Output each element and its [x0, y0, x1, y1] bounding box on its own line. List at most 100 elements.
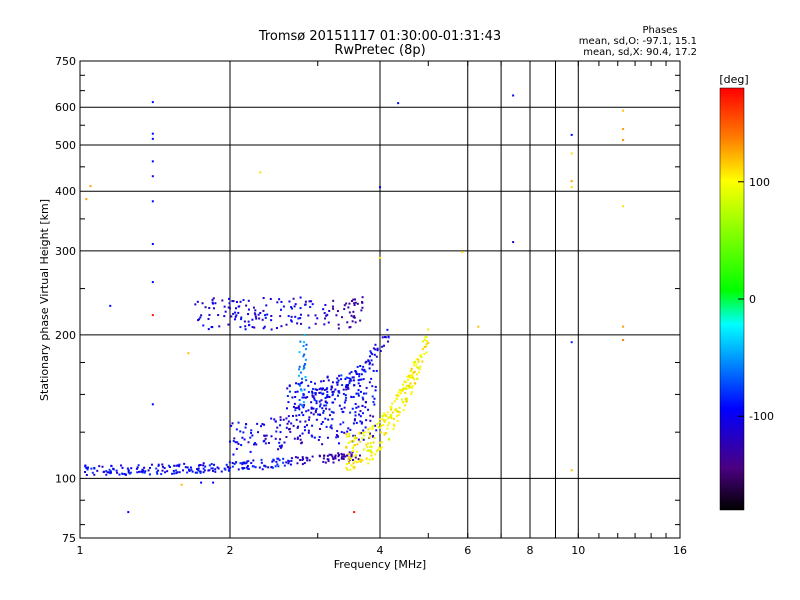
data-point	[324, 400, 327, 403]
data-point	[424, 336, 427, 339]
data-point	[299, 371, 302, 374]
data-point	[260, 458, 263, 461]
data-point	[367, 408, 370, 411]
data-point	[151, 175, 154, 178]
data-point	[345, 396, 348, 399]
data-point	[320, 422, 323, 425]
data-point	[286, 422, 289, 425]
data-point	[280, 300, 283, 303]
data-point	[310, 411, 313, 414]
data-point	[243, 320, 246, 323]
data-point	[374, 389, 377, 392]
data-point	[308, 300, 311, 303]
data-point	[297, 374, 300, 377]
data-point	[344, 378, 347, 381]
data-point	[252, 459, 255, 462]
data-point	[265, 434, 268, 437]
data-point	[402, 383, 405, 386]
data-point	[285, 436, 288, 439]
data-point	[298, 365, 301, 368]
data-point	[307, 384, 310, 387]
data-point	[241, 461, 244, 464]
chart-subtitle: RwPretec (8p)	[334, 43, 425, 58]
data-point	[276, 457, 279, 460]
data-point	[245, 423, 248, 426]
data-point	[364, 401, 367, 404]
data-point	[247, 308, 250, 311]
data-point	[307, 391, 310, 394]
data-point	[356, 365, 359, 368]
data-point	[390, 407, 393, 410]
data-point	[278, 298, 281, 301]
data-point	[251, 434, 254, 437]
data-point	[296, 437, 299, 440]
data-point	[246, 465, 249, 468]
data-point	[348, 302, 351, 305]
data-point	[354, 298, 357, 301]
data-point	[380, 441, 383, 444]
data-point	[343, 304, 346, 307]
data-point	[86, 468, 89, 471]
data-point	[263, 325, 266, 328]
data-point	[235, 447, 238, 450]
data-point	[325, 404, 328, 407]
data-point	[214, 302, 217, 305]
data-point	[298, 408, 301, 411]
data-point	[348, 435, 351, 438]
data-point	[372, 441, 375, 444]
data-point	[304, 300, 307, 303]
data-point	[390, 408, 393, 411]
data-point	[147, 469, 150, 472]
data-point	[373, 403, 376, 406]
data-point	[370, 445, 373, 448]
data-point	[320, 399, 323, 402]
data-point	[406, 397, 409, 400]
x-tick-label: 6	[464, 544, 471, 557]
data-point	[311, 435, 314, 438]
data-point	[285, 323, 288, 326]
data-point	[318, 388, 321, 391]
data-point	[252, 306, 255, 309]
data-point	[148, 473, 151, 476]
data-point	[341, 316, 344, 319]
data-point	[216, 466, 219, 469]
stats-heading: Phases	[642, 25, 677, 36]
data-point	[290, 306, 293, 309]
data-point	[365, 457, 368, 460]
data-point	[363, 368, 366, 371]
data-point	[295, 406, 298, 409]
data-point	[301, 459, 304, 462]
data-point	[287, 459, 290, 462]
data-point	[362, 378, 365, 381]
data-point	[358, 460, 361, 463]
data-point	[249, 436, 252, 439]
data-point	[138, 470, 141, 473]
data-point	[176, 471, 179, 474]
data-point	[252, 443, 255, 446]
data-point	[237, 421, 240, 424]
data-point	[387, 335, 390, 338]
data-point	[236, 441, 239, 444]
colorbar-tick-label: 0	[749, 293, 756, 306]
data-point	[220, 470, 223, 473]
data-point	[288, 460, 291, 463]
data-point	[417, 367, 420, 370]
data-point	[237, 311, 240, 314]
data-point	[356, 302, 359, 305]
data-point	[622, 325, 625, 328]
data-point	[409, 369, 412, 372]
data-point	[392, 423, 395, 426]
data-point	[106, 471, 109, 474]
data-point	[368, 449, 371, 452]
data-point	[246, 467, 249, 470]
data-point	[402, 387, 405, 390]
data-point	[403, 380, 406, 383]
data-point	[108, 471, 111, 474]
data-point	[341, 410, 344, 413]
data-point	[301, 404, 304, 407]
data-point	[279, 446, 282, 449]
data-point	[355, 421, 358, 424]
data-point	[300, 382, 303, 385]
data-point	[178, 471, 181, 474]
data-point	[267, 442, 270, 445]
